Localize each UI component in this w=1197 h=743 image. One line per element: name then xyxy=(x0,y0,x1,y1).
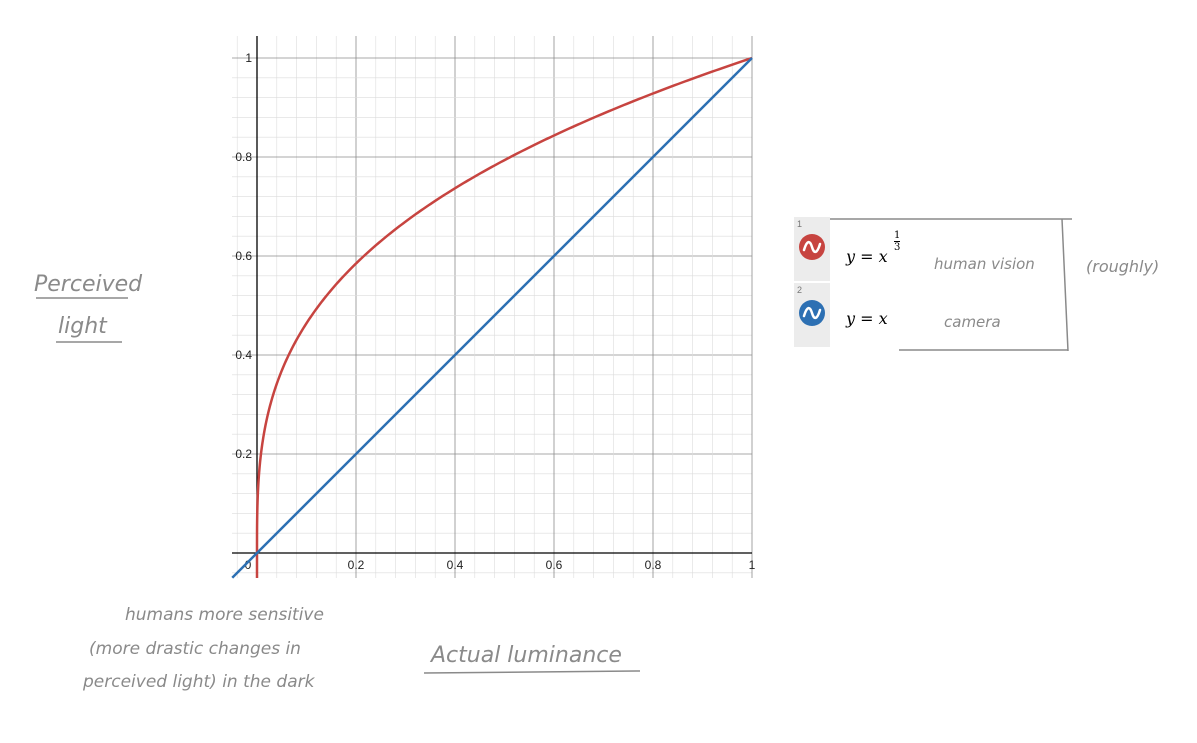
expression-number: 1 xyxy=(797,219,803,229)
x-tick-label: 0.2 xyxy=(348,558,365,572)
y-axis-label-line2: light xyxy=(58,314,108,339)
expression-number: 2 xyxy=(797,285,803,295)
exponent-numerator: 1 xyxy=(894,230,901,241)
x-tick-label: 0.6 xyxy=(546,558,563,572)
y-tick-label: 0.2 xyxy=(235,447,252,461)
tick-labels: 0 0.2 0.4 0.6 0.8 1 0.2 0.4 0.6 0.8 1 xyxy=(235,51,755,572)
y-tick-label: 1 xyxy=(245,51,252,65)
x-tick-label: 1 xyxy=(749,558,756,572)
y-tick-label: 0.6 xyxy=(235,249,252,263)
expression-formula[interactable]: y = x xyxy=(846,309,888,328)
annotation-line-3: perceived light) in the dark xyxy=(82,672,316,692)
formula-lhs: y = x xyxy=(846,309,888,328)
y-tick-label: 0.8 xyxy=(235,150,252,164)
formula-exponent: 1 3 xyxy=(894,230,901,253)
expression-row-1[interactable]: 1 y = x 1 3 human vision xyxy=(794,217,1064,281)
x-tick-label: 0.8 xyxy=(645,558,662,572)
expression-list: 1 y = x 1 3 human vision 2 y = x camera xyxy=(794,217,1064,347)
annotation-line-2: (more drastic changes in xyxy=(89,639,301,659)
expression-formula[interactable]: y = x 1 3 xyxy=(846,230,901,266)
annotation-line-1: humans more sensitive xyxy=(125,605,324,625)
formula-lhs: y = x xyxy=(846,247,888,266)
wave-icon[interactable] xyxy=(799,300,825,326)
expression-note: camera xyxy=(944,313,1001,331)
expression-gutter: 2 xyxy=(794,283,830,347)
y-tick-label: 0.4 xyxy=(235,348,252,362)
x-axis-label: Actual luminance xyxy=(429,643,622,668)
x-tick-label: 0 xyxy=(245,558,252,572)
exponent-denominator: 3 xyxy=(894,241,901,253)
wave-icon[interactable] xyxy=(799,234,825,260)
series-camera-line xyxy=(231,57,753,579)
grid xyxy=(232,36,753,578)
legend-bracket xyxy=(805,218,1072,352)
expression-gutter: 1 xyxy=(794,217,830,281)
x-axis-label-underline xyxy=(423,670,641,674)
bracket-note: (roughly) xyxy=(1086,257,1159,276)
x-tick-label: 0.4 xyxy=(447,558,464,572)
expression-note: human vision xyxy=(934,255,1035,273)
series-human-vision-line xyxy=(255,56,753,578)
expression-row-2[interactable]: 2 y = x camera xyxy=(794,283,1064,347)
y-axis-label-line1: Perceived xyxy=(34,272,143,297)
